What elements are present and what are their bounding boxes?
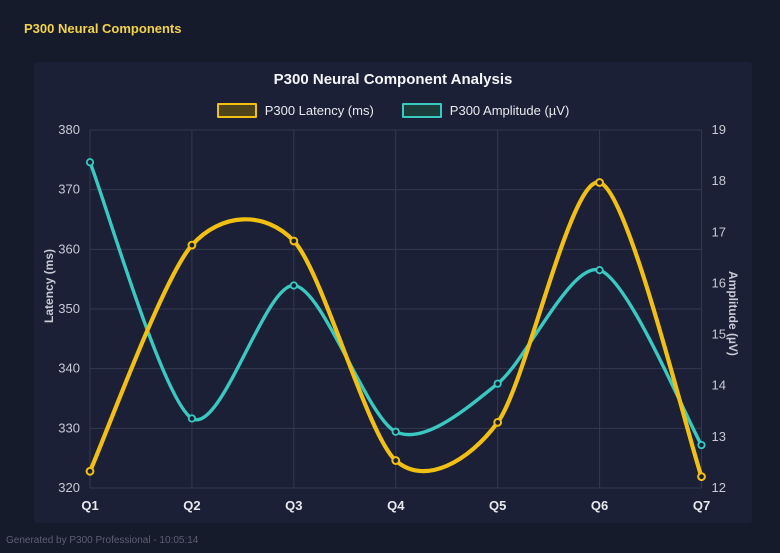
svg-text:350: 350 <box>58 301 80 316</box>
svg-text:380: 380 <box>58 122 80 137</box>
svg-text:18: 18 <box>712 173 726 188</box>
svg-text:16: 16 <box>712 275 726 290</box>
svg-text:360: 360 <box>58 241 80 256</box>
svg-text:15: 15 <box>712 327 726 342</box>
svg-text:Q6: Q6 <box>591 498 608 513</box>
svg-text:370: 370 <box>58 182 80 197</box>
svg-text:Q3: Q3 <box>285 498 302 513</box>
svg-text:17: 17 <box>712 224 726 239</box>
svg-text:Q1: Q1 <box>81 498 98 513</box>
svg-text:320: 320 <box>58 480 80 495</box>
svg-text:13: 13 <box>712 429 726 444</box>
svg-text:Q4: Q4 <box>387 498 405 513</box>
svg-text:12: 12 <box>712 480 726 495</box>
svg-text:19: 19 <box>712 122 726 137</box>
svg-text:340: 340 <box>58 361 80 376</box>
svg-text:Q2: Q2 <box>183 498 200 513</box>
svg-text:Q7: Q7 <box>693 498 710 513</box>
svg-text:330: 330 <box>58 420 80 435</box>
svg-text:14: 14 <box>712 378 726 393</box>
svg-text:Q5: Q5 <box>489 498 506 513</box>
